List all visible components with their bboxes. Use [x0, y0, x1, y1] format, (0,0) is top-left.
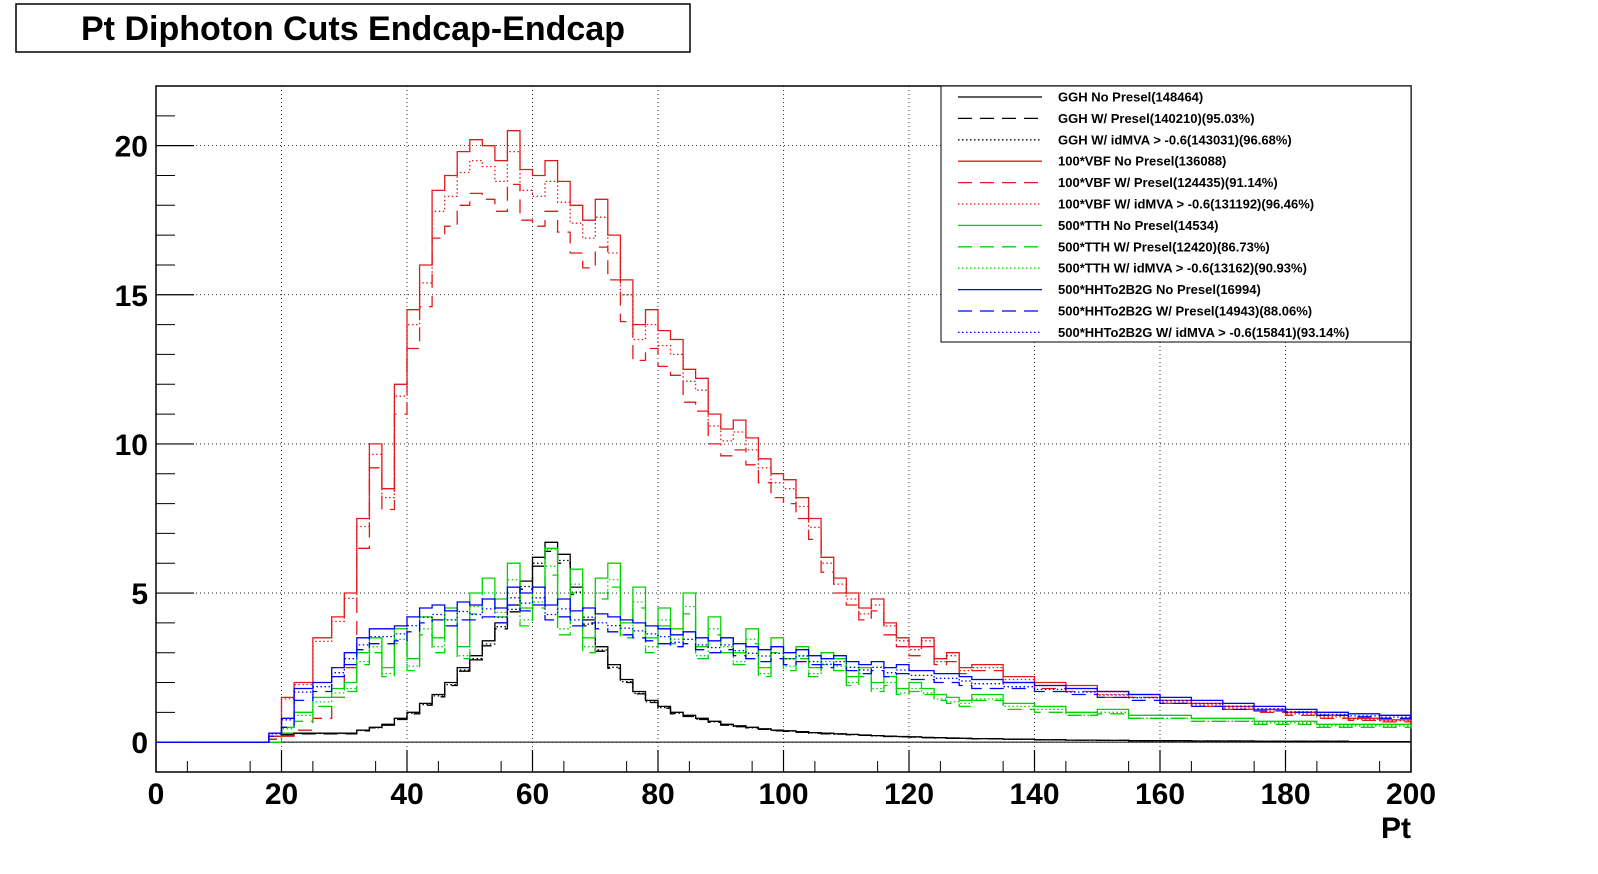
legend-label: 500*TTH W/ Presel(12420)(86.73%) [1058, 239, 1270, 254]
legend-label: GGH W/ idMVA > -0.6(143031)(96.68%) [1058, 132, 1292, 147]
x-tick-label: 0 [148, 778, 165, 811]
legend-label: 500*HHTo2B2G W/ idMVA > -0.6(15841)(93.1… [1058, 325, 1349, 340]
legend-label: GGH No Presel(148464) [1058, 90, 1203, 105]
y-tick-label: 20 [115, 131, 148, 164]
y-tick-label: 10 [115, 429, 148, 462]
series-layer [156, 130, 1412, 743]
x-tick-label: 180 [1260, 778, 1310, 811]
x-tick-label: 200 [1386, 778, 1436, 811]
y-tick-label: 15 [115, 280, 148, 313]
x-tick-label: 140 [1009, 778, 1059, 811]
series-line-6 [156, 547, 1412, 743]
legend-label: 500*HHTo2B2G W/ Presel(14943)(88.06%) [1058, 304, 1312, 319]
legend-label: 500*HHTo2B2G No Presel(16994) [1058, 282, 1261, 297]
y-tick-label: 0 [131, 727, 148, 760]
x-tick-label: 40 [390, 778, 423, 811]
x-tick-label: 100 [758, 778, 808, 811]
legend-label: 100*VBF W/ idMVA > -0.6(131192)(96.46%) [1058, 197, 1314, 212]
series-line-8 [156, 565, 1412, 743]
x-tick-label: 20 [265, 778, 298, 811]
series-line-1 [156, 550, 1411, 743]
series-line-10 [156, 604, 1412, 743]
series-line-2 [156, 548, 1411, 743]
legend-label: 100*VBF No Presel(136088) [1058, 154, 1226, 169]
x-tick-label: 120 [884, 778, 934, 811]
axes: 0 20 40 60 80 100 120 140 160 180 200 0 5 10 15 20 [115, 85, 1436, 811]
x-tick-label: 160 [1135, 778, 1185, 811]
series-line-7 [156, 574, 1412, 743]
legend: GGH No Presel(148464) GGH W/ Presel(14021… [940, 85, 1412, 343]
title-box [15, 3, 691, 53]
legend-box [940, 85, 1412, 343]
legend-label: GGH W/ Presel(140210)(95.03%) [1058, 111, 1255, 126]
y-tick-label: 5 [131, 578, 148, 611]
x-axis-title: Pt [1381, 812, 1411, 845]
legend-label: 100*VBF W/ Presel(124435)(91.14%) [1058, 175, 1278, 190]
grid-lines [156, 86, 1411, 772]
legend-label: 500*TTH W/ idMVA > -0.6(13162)(90.93%) [1058, 261, 1307, 276]
chart-title: Pt Diphoton Cuts Endcap-Endcap [81, 10, 625, 48]
series-line-3 [156, 130, 1412, 743]
series-line-9 [156, 586, 1412, 743]
legend-label: 500*TTH No Presel(14534) [1058, 218, 1218, 233]
x-tick-label: 80 [641, 778, 674, 811]
x-tick-label: 60 [516, 778, 549, 811]
